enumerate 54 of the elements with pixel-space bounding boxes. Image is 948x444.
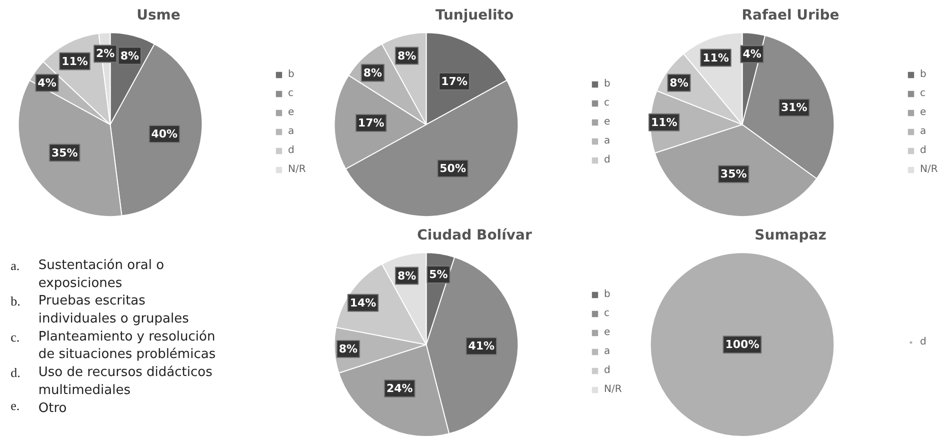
data-label: 5% xyxy=(429,268,448,281)
legend-label: e xyxy=(920,107,928,118)
legend-label: a xyxy=(288,126,296,137)
data-label: 8% xyxy=(363,66,382,80)
data-label: 14% xyxy=(350,296,376,310)
legend-label: e xyxy=(288,107,296,118)
data-label: 50% xyxy=(440,162,466,176)
data-label: 41% xyxy=(468,340,495,353)
data-label: 11% xyxy=(62,54,88,68)
legend-label: c xyxy=(604,308,610,319)
legend-label: d xyxy=(920,336,928,348)
data-label: 17% xyxy=(358,116,384,130)
data-label: 40% xyxy=(151,127,178,140)
data-label: 31% xyxy=(780,101,808,114)
legend-label: b xyxy=(288,69,296,80)
data-label: 35% xyxy=(51,146,78,160)
text: e. Otro xyxy=(10,398,67,416)
legend-label: N/R xyxy=(920,164,939,175)
legend-label: e xyxy=(604,327,612,338)
chart-title: Rafael Uribe xyxy=(742,8,840,24)
legend-label: d xyxy=(604,365,612,376)
data-label: 17% xyxy=(441,74,468,88)
data-label: 4% xyxy=(742,48,762,61)
data-label: 8% xyxy=(397,49,416,62)
data-label: 24% xyxy=(386,382,413,396)
legend-label: d xyxy=(288,145,296,156)
data-label: 8% xyxy=(338,342,358,356)
chart-title: Ciudad Bolívar xyxy=(417,228,532,244)
legend-label: c xyxy=(604,98,610,108)
legend-label: c xyxy=(920,88,926,99)
data-label: 11% xyxy=(702,51,729,64)
chart-title: Usme xyxy=(136,8,180,24)
data-label: 2% xyxy=(96,47,115,60)
legend-label: N/R xyxy=(604,384,623,395)
data-label: 11% xyxy=(650,116,678,129)
legend-label: a xyxy=(604,136,612,146)
data-label: 4% xyxy=(38,76,56,90)
chart-title: Tunjuelito xyxy=(435,8,514,24)
data-label: 8% xyxy=(670,76,688,90)
legend-label: c xyxy=(288,88,294,99)
legend-label: b xyxy=(604,289,612,300)
legend-label: a xyxy=(604,346,612,357)
legend-label: d xyxy=(920,145,928,156)
data-label: 100% xyxy=(725,338,760,352)
legend-label: b xyxy=(604,78,612,90)
legend-label: d xyxy=(604,154,612,166)
chart-title: Sumapaz xyxy=(754,228,826,244)
legend-label: N/R xyxy=(288,164,307,175)
legend-label: a xyxy=(920,126,928,137)
data-label: 8% xyxy=(120,49,140,62)
legend-label: e xyxy=(604,116,612,128)
data-label: 8% xyxy=(397,269,416,282)
data-label: 35% xyxy=(720,168,747,181)
legend-label: b xyxy=(920,69,928,80)
